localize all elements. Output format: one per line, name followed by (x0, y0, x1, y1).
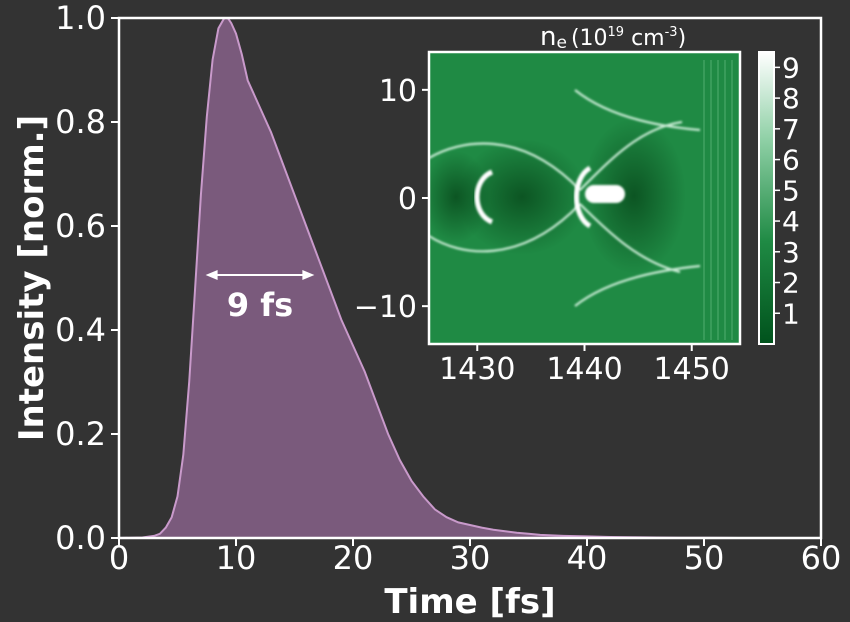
x-tick-label: 50 (684, 539, 725, 577)
x-tick-label: 10 (216, 539, 257, 577)
dark-cavity-edge (429, 151, 490, 243)
sheath-upper-left (429, 142, 581, 191)
x-tick-label: 30 (450, 539, 491, 577)
sheath-outer-lower (574, 264, 701, 307)
inset-title: ne (1019 cm-3) (540, 22, 686, 53)
electron-bunch (585, 185, 625, 203)
colorbar-tick-label: 3 (782, 236, 800, 269)
sheath-upper-right (579, 120, 683, 191)
x-tick-label: 20 (333, 539, 374, 577)
y-tick-label: 0.2 (55, 415, 106, 453)
inset-title-exp: 19 (608, 25, 625, 40)
main-y-ticks: 0.0 0.2 0.4 0.6 0.8 1.0 (55, 0, 119, 557)
colorbar-tick-label: 1 (782, 297, 800, 330)
x-tick-label: 0 (109, 539, 129, 577)
fwhm-arrowhead-right (302, 270, 315, 280)
inset-title-unit: cm (624, 26, 665, 51)
inset-x-tick-label: 1450 (654, 352, 730, 387)
x-tick-label: 60 (801, 539, 842, 577)
y-axis-label: Intensity [norm.] (12, 115, 52, 441)
density-sheaths (429, 89, 701, 307)
colorbar-tick-label: 6 (782, 144, 800, 177)
bubble-wall-left (474, 169, 494, 225)
bubble-wall-right (574, 165, 592, 229)
inset-x-tick-label: 1430 (439, 352, 515, 387)
pulse-line (118, 17, 740, 539)
colorbar-gradient (758, 51, 775, 345)
inset-title-subscript: e (556, 33, 566, 53)
inset-y-ticks: 10 0 −10 (354, 74, 429, 325)
colorbar-tick-label: 2 (782, 267, 800, 300)
inset-y-tick-label: 0 (398, 182, 417, 217)
wakefield-stripes (703, 60, 733, 340)
inset-y-tick-label: −10 (354, 290, 417, 325)
colorbar-tick-label: 4 (782, 205, 800, 238)
y-tick-label: 0.0 (55, 519, 106, 557)
x-axis-label: Time [fs] (384, 582, 555, 622)
sheath-lower-left (429, 203, 581, 253)
inset-y-tick-label: 10 (379, 74, 417, 109)
inset-x-ticks: 1430 1440 1450 (439, 344, 730, 387)
inset-plot: 1430 1440 1450 100−10 ne (1019 cm-3) 123456… (354, 22, 800, 387)
main-plot: 0 10 20 30 40 50 60 0.00.20.40.60.81.0 Time [f… (12, 0, 841, 622)
main-x-ticks: 0 10 20 30 40 50 60 (109, 538, 842, 577)
fwhm-annotation: 9 fs (205, 270, 315, 324)
x-tick-label: 40 (567, 539, 608, 577)
pulse-area (119, 18, 740, 538)
inset-title-units: (10 (571, 26, 608, 51)
y-tick-label: 0.6 (55, 207, 106, 245)
inset-title-close: ) (678, 26, 687, 51)
sheath-lower-right (579, 203, 681, 274)
colorbar-tick-label: 7 (782, 113, 800, 146)
fwhm-arrowhead-left (205, 270, 218, 280)
colorbar-tick-label: 8 (782, 82, 800, 115)
y-tick-label: 0.8 (55, 103, 106, 141)
sheath-outer-upper (574, 89, 701, 132)
inset-x-tick-label: 1440 (546, 352, 622, 387)
y-tick-label: 0.4 (55, 311, 106, 349)
dark-cavity-right (582, 118, 686, 274)
colorbar-tick-label: 9 (782, 51, 800, 84)
inset-title-exp2: -3 (665, 25, 678, 40)
y-tick-label: 1.0 (55, 0, 106, 37)
inset-title-symbol: n (540, 22, 556, 52)
inset-heatmap (429, 52, 740, 344)
fwhm-label: 9 fs (227, 286, 293, 324)
colorbar-tick-label: 5 (782, 174, 800, 207)
